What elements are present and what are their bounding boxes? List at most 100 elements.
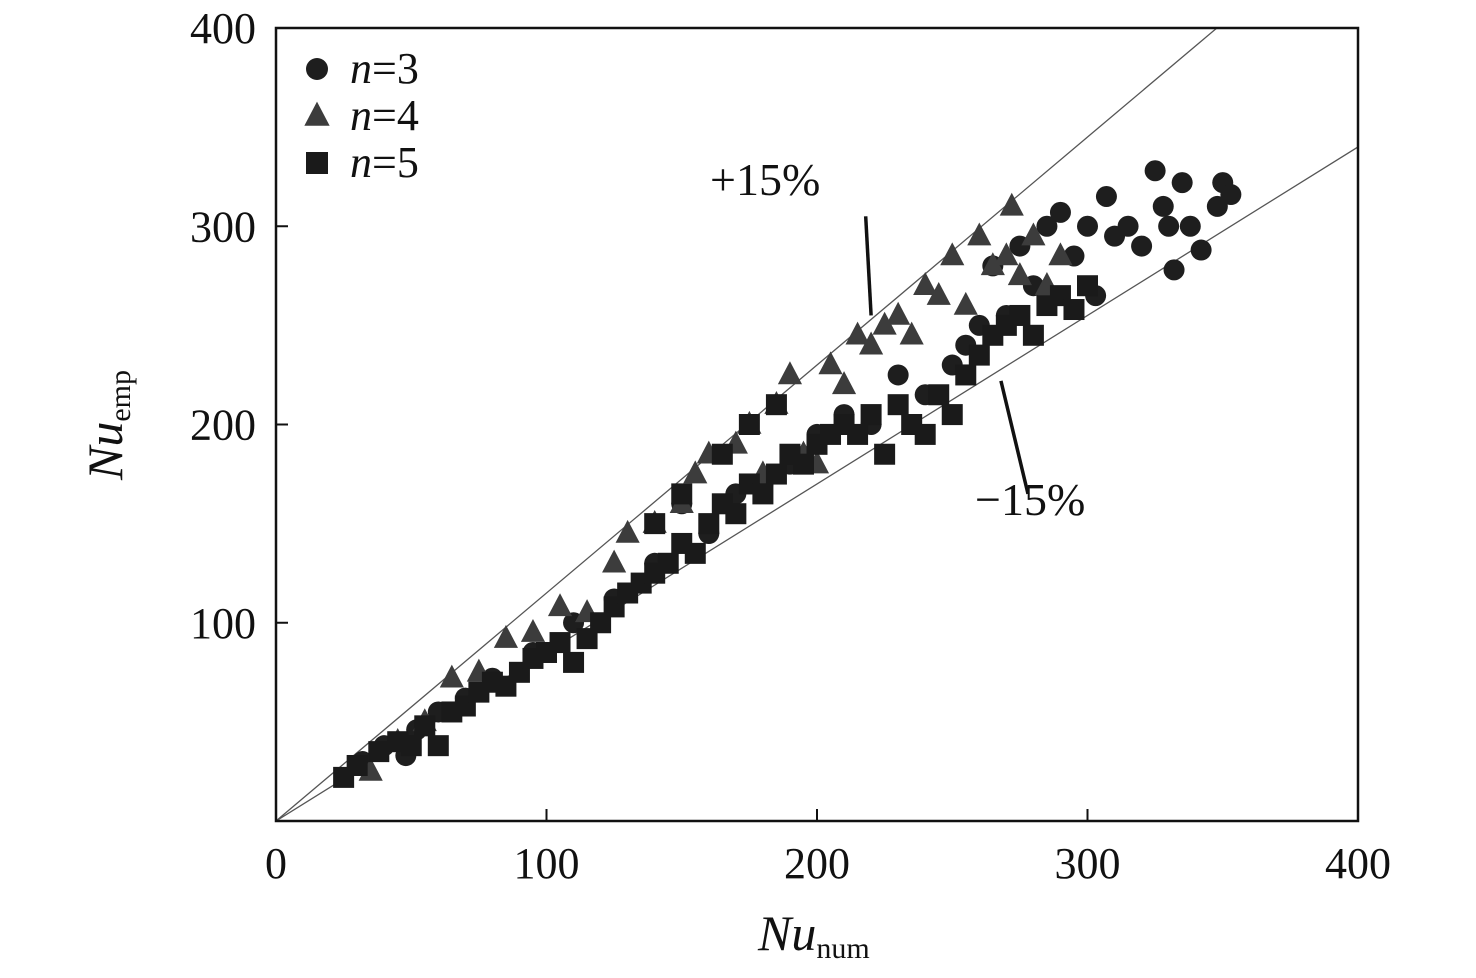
data-point-circle xyxy=(1036,215,1058,237)
legend-label: n=5 xyxy=(350,138,419,187)
data-point-square xyxy=(671,483,693,505)
data-point-square xyxy=(549,632,571,654)
data-point-triangle xyxy=(547,593,573,617)
data-point-circle xyxy=(1131,235,1153,257)
data-point-triangle xyxy=(872,311,897,335)
data-point-square xyxy=(765,463,787,485)
data-point-square xyxy=(874,443,896,465)
data-point-square xyxy=(968,344,990,366)
data-point-triangle xyxy=(1021,222,1046,246)
data-point-square xyxy=(400,735,422,757)
data-point-square xyxy=(698,513,720,535)
annotation-pointer xyxy=(999,380,1030,495)
y-tick-label: 400 xyxy=(190,4,256,53)
y-tick-label: 100 xyxy=(190,599,256,648)
x-tick-label: 400 xyxy=(1325,839,1391,888)
data-point-triangle xyxy=(926,281,951,305)
data-point-square xyxy=(738,414,760,435)
data-point-triangle xyxy=(913,272,938,295)
data-point-circle xyxy=(1077,215,1098,237)
data-point-triangle xyxy=(1048,242,1073,266)
x-axis-label-main: Nu xyxy=(757,905,816,961)
legend-marker-circle xyxy=(306,58,328,80)
x-tick-label: 300 xyxy=(1055,839,1121,888)
data-point-square xyxy=(684,542,706,564)
data-point-square xyxy=(860,404,882,426)
data-point-square xyxy=(711,443,733,465)
x-axis-label: Nunum xyxy=(757,905,870,965)
y-axis-label: Nuemp xyxy=(77,370,137,481)
data-point-triangle xyxy=(886,301,911,325)
legend: n=3n=4n=5 xyxy=(304,44,419,187)
reference-line-plus-15 xyxy=(276,28,1218,821)
x-tick-label: 0 xyxy=(265,839,287,888)
y-axis-label-main: Nu xyxy=(77,422,133,481)
data-point-triangle xyxy=(777,361,803,385)
data-point-square xyxy=(928,384,950,406)
data-point-square xyxy=(1063,299,1085,321)
data-point-circle xyxy=(1095,186,1117,208)
series-squares xyxy=(333,275,1098,788)
data-point-square xyxy=(657,552,679,574)
data-point-square xyxy=(644,513,666,535)
data-point-triangle xyxy=(953,291,978,315)
annotation-pointer xyxy=(863,216,873,316)
data-point-triangle xyxy=(439,664,464,688)
data-point-circle xyxy=(1152,195,1174,217)
plot-area xyxy=(276,28,1358,821)
legend-marker-square xyxy=(306,152,328,174)
data-point-triangle xyxy=(859,331,884,355)
data-point-square xyxy=(792,453,814,475)
data-point-triangle xyxy=(493,624,518,648)
axis-ticks: 0 100 200 300 400 100 200 300 400 xyxy=(190,4,1391,888)
data-point-circle xyxy=(1144,160,1166,182)
data-point-square xyxy=(955,364,977,386)
y-axis-label-sub: emp xyxy=(104,370,137,422)
data-point-square xyxy=(752,483,774,505)
data-point-square xyxy=(576,628,598,650)
data-point-circle xyxy=(1049,201,1071,223)
data-point-triangle xyxy=(967,222,992,246)
legend-label: n=4 xyxy=(350,91,419,140)
y-tick-label: 200 xyxy=(190,401,256,450)
x-tick-label: 100 xyxy=(514,839,580,888)
data-point-triangle xyxy=(999,192,1024,216)
data-point-triangle xyxy=(980,252,1005,276)
data-point-circle xyxy=(887,364,909,386)
legend-marker-triangle xyxy=(304,101,330,126)
data-point-square xyxy=(368,741,390,763)
data-point-circle xyxy=(1158,215,1180,237)
annotation-label: −15% xyxy=(975,474,1085,525)
y-tick-label: 300 xyxy=(190,202,256,251)
data-point-circle xyxy=(1171,172,1193,194)
data-point-square xyxy=(1077,275,1098,297)
data-point-triangle xyxy=(845,321,870,345)
data-point-square xyxy=(1022,324,1044,346)
x-tick-label: 200 xyxy=(784,839,850,888)
annotation-label: +15% xyxy=(710,154,820,205)
data-point-triangle xyxy=(899,321,924,345)
data-point-circle xyxy=(1220,184,1242,206)
data-point-circle xyxy=(1190,239,1212,261)
data-point-circle xyxy=(1117,215,1139,237)
data-point-circle xyxy=(1179,215,1201,237)
data-point-triangle xyxy=(831,371,857,395)
data-point-circle xyxy=(1163,259,1185,281)
data-point-square xyxy=(563,651,585,673)
data-point-square xyxy=(427,735,449,757)
data-point-square xyxy=(414,715,436,737)
data-point-square xyxy=(765,394,787,416)
data-point-triangle xyxy=(940,242,965,266)
data-point-square xyxy=(346,754,368,776)
data-point-square xyxy=(887,394,909,416)
data-point-circle xyxy=(1206,195,1228,217)
data-point-square xyxy=(847,423,869,445)
data-point-square xyxy=(590,612,612,634)
data-point-square xyxy=(914,423,936,445)
data-marks xyxy=(333,160,1242,788)
x-axis-label-sub: num xyxy=(816,932,869,965)
data-point-triangle xyxy=(683,460,708,484)
data-point-triangle xyxy=(1007,262,1032,286)
data-point-triangle xyxy=(994,242,1019,266)
